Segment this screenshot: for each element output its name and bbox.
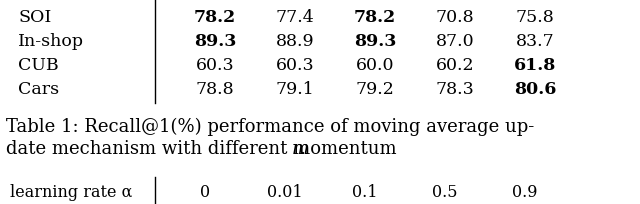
Text: 61.8: 61.8 xyxy=(514,57,556,74)
Text: 80.6: 80.6 xyxy=(514,81,556,98)
Text: 60.2: 60.2 xyxy=(436,57,474,74)
Text: 60.3: 60.3 xyxy=(276,57,314,74)
Text: 79.2: 79.2 xyxy=(356,81,394,98)
Text: 78.2: 78.2 xyxy=(194,9,236,26)
Text: CUB: CUB xyxy=(18,57,59,74)
Text: 0.1: 0.1 xyxy=(352,183,378,200)
Text: 83.7: 83.7 xyxy=(516,33,554,50)
Text: 89.3: 89.3 xyxy=(354,33,396,50)
Text: m: m xyxy=(292,139,309,157)
Text: 89.3: 89.3 xyxy=(194,33,236,50)
Text: 77.4: 77.4 xyxy=(276,9,314,26)
Text: 87.0: 87.0 xyxy=(436,33,474,50)
Text: 78.8: 78.8 xyxy=(196,81,234,98)
Text: date mechanism with different momentum: date mechanism with different momentum xyxy=(6,139,403,157)
Text: 70.8: 70.8 xyxy=(436,9,474,26)
Text: 60.3: 60.3 xyxy=(196,57,234,74)
Text: 0.5: 0.5 xyxy=(432,183,458,200)
Text: Table 1: Recall@1(%) performance of moving average up-: Table 1: Recall@1(%) performance of movi… xyxy=(6,118,534,136)
Text: 88.9: 88.9 xyxy=(276,33,314,50)
Text: 79.1: 79.1 xyxy=(276,81,314,98)
Text: learning rate α: learning rate α xyxy=(10,183,132,200)
Text: .: . xyxy=(300,139,305,157)
Text: 78.2: 78.2 xyxy=(354,9,396,26)
Text: 0.01: 0.01 xyxy=(267,183,303,200)
Text: 78.3: 78.3 xyxy=(436,81,474,98)
Text: 75.8: 75.8 xyxy=(516,9,554,26)
Text: 0: 0 xyxy=(200,183,210,200)
Text: Cars: Cars xyxy=(18,81,59,98)
Text: 60.0: 60.0 xyxy=(356,57,394,74)
Text: SOI: SOI xyxy=(18,9,51,26)
Text: 0.9: 0.9 xyxy=(512,183,538,200)
Text: In-shop: In-shop xyxy=(18,33,84,50)
